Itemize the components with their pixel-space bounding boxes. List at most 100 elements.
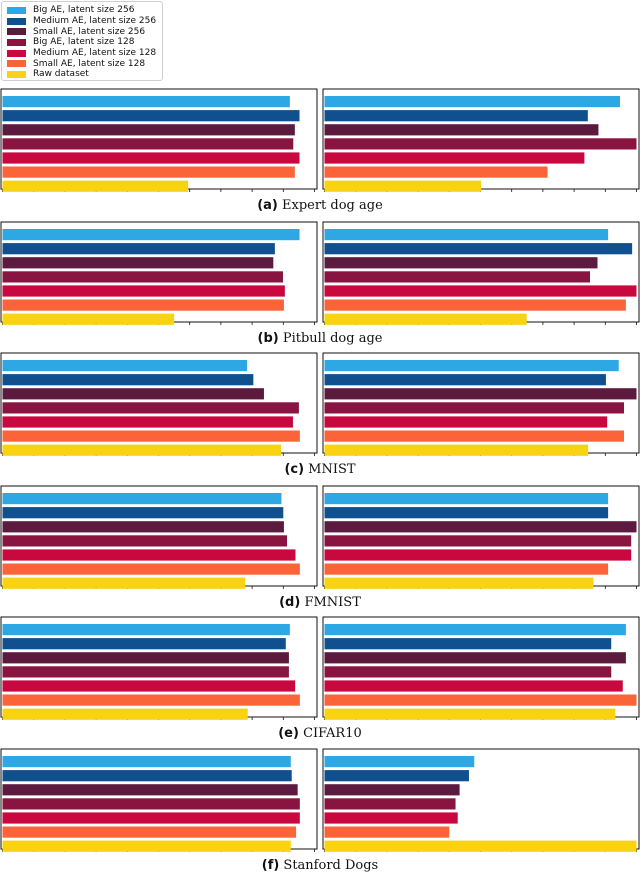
caption-text: Pitbull dog age <box>279 331 383 346</box>
bar-d-left-3 <box>2 521 284 533</box>
chart-panel-c: (c) MNIST <box>0 352 640 477</box>
caption-e: (e) CIFAR10 <box>278 726 362 741</box>
caption-letter: (d) <box>279 595 300 610</box>
caption-text: FMNIST <box>300 595 361 610</box>
bar-f-left-2 <box>2 770 292 782</box>
chart-panel-d: (d) FMNIST <box>0 485 640 610</box>
bar-b-left-7 <box>2 313 175 325</box>
bar-d-right-3 <box>324 521 637 533</box>
legend-swatch <box>7 28 26 36</box>
caption-letter: (f) <box>262 858 280 873</box>
legend-label: Medium AE, latent size 128 <box>33 48 157 59</box>
bar-d-right-4 <box>324 535 632 547</box>
axes-e-left <box>0 616 318 720</box>
bar-b-right-1 <box>324 229 609 241</box>
bar-e-left-5 <box>2 680 296 692</box>
bar-c-left-7 <box>2 444 282 456</box>
chart-panel-b: (b) Pitbull dog age <box>0 221 640 346</box>
legend-swatch <box>7 17 26 25</box>
bar-d-right-1 <box>324 493 609 505</box>
caption-text: Stanford Dogs <box>279 858 378 873</box>
bar-e-left-1 <box>2 624 290 636</box>
caption-b: (b) Pitbull dog age <box>258 331 383 346</box>
bar-a-left-3 <box>2 124 295 136</box>
bar-b-right-4 <box>324 271 591 283</box>
bar-e-right-7 <box>324 708 616 720</box>
bar-c-left-3 <box>2 388 264 400</box>
bar-a-left-4 <box>2 138 294 150</box>
bar-e-left-2 <box>2 638 286 650</box>
bar-e-right-3 <box>324 652 626 664</box>
caption-f: (f) Stanford Dogs <box>262 858 378 873</box>
caption-letter: (e) <box>278 726 299 741</box>
bar-b-left-3 <box>2 257 274 269</box>
bar-e-right-2 <box>324 638 612 650</box>
axes-a-right <box>322 88 640 192</box>
bar-f-right-1 <box>324 756 475 768</box>
bar-c-right-5 <box>324 416 608 428</box>
axes-b-right <box>322 221 640 325</box>
bar-e-left-3 <box>2 652 289 664</box>
bar-c-right-3 <box>324 388 637 400</box>
bar-d-right-2 <box>324 507 609 519</box>
caption-text: MNIST <box>304 462 356 477</box>
bar-c-left-4 <box>2 402 299 414</box>
axes-f-left <box>0 748 318 852</box>
bar-a-left-2 <box>2 110 300 122</box>
bar-f-left-5 <box>2 812 300 824</box>
legend-swatch <box>7 60 26 68</box>
bar-b-left-1 <box>2 229 300 241</box>
bar-a-left-6 <box>2 166 295 178</box>
bar-d-left-2 <box>2 507 284 519</box>
bar-d-left-6 <box>2 563 300 575</box>
legend-item-big-ae-128: Big AE, latent size 128 <box>7 37 162 48</box>
bar-a-left-7 <box>2 180 189 192</box>
bar-b-right-2 <box>324 243 633 255</box>
chart-legend: Big AE, latent size 256 Medium AE, laten… <box>1 1 163 81</box>
bar-a-right-2 <box>324 110 588 122</box>
bar-b-right-6 <box>324 299 626 311</box>
bar-e-right-6 <box>324 694 637 706</box>
bar-c-right-7 <box>324 444 589 456</box>
legend-item-medium-ae-256: Medium AE, latent size 256 <box>7 16 162 27</box>
bar-e-left-6 <box>2 694 300 706</box>
axes-d-left <box>0 485 318 589</box>
caption-letter: (b) <box>258 331 279 346</box>
caption-a: (a) Expert dog age <box>257 198 383 213</box>
caption-text: Expert dog age <box>278 198 383 213</box>
legend-label: Big AE, latent size 256 <box>33 5 135 16</box>
bar-e-right-4 <box>324 666 612 678</box>
legend-item-medium-ae-128: Medium AE, latent size 128 <box>7 48 162 59</box>
bar-b-left-6 <box>2 299 284 311</box>
legend-swatch <box>7 49 26 57</box>
axes-e-right <box>322 616 640 720</box>
bar-a-right-5 <box>324 152 585 164</box>
bar-b-left-4 <box>2 271 283 283</box>
bar-f-right-4 <box>324 798 456 810</box>
bar-c-left-5 <box>2 416 293 428</box>
bar-f-left-4 <box>2 798 300 810</box>
bar-d-left-4 <box>2 535 288 547</box>
axes-c-left <box>0 352 318 456</box>
legend-swatch <box>7 70 26 78</box>
bar-f-right-2 <box>324 770 469 782</box>
axes-a-left <box>0 88 318 192</box>
caption-text: CIFAR10 <box>299 726 362 741</box>
legend-label: Raw dataset <box>33 69 89 80</box>
legend-label: Small AE, latent size 128 <box>33 58 146 69</box>
bar-a-right-4 <box>324 138 637 150</box>
legend-label: Big AE, latent size 128 <box>33 37 135 48</box>
bar-f-right-3 <box>324 784 460 796</box>
caption-letter: (c) <box>284 462 304 477</box>
bar-e-left-4 <box>2 666 289 678</box>
legend-item-big-ae-256: Big AE, latent size 256 <box>7 5 162 16</box>
bar-e-right-1 <box>324 624 626 636</box>
legend-swatch <box>7 6 26 14</box>
legend-item-small-ae-128: Small AE, latent size 128 <box>7 58 162 69</box>
bar-e-right-5 <box>324 680 623 692</box>
bar-c-right-4 <box>324 402 625 414</box>
axes-b-left <box>0 221 318 325</box>
chart-panel-a: (a) Expert dog age <box>0 88 640 213</box>
bar-f-right-6 <box>324 826 450 838</box>
